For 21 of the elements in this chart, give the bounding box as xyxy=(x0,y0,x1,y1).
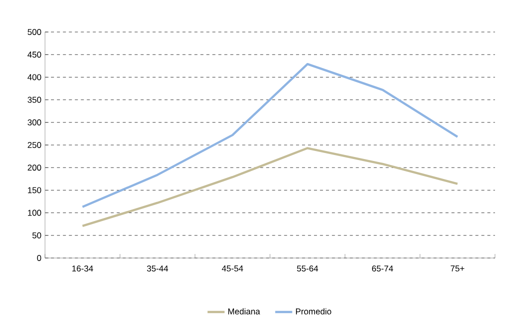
y-tick-label: 150 xyxy=(28,187,42,194)
y-tick-label: 500 xyxy=(28,29,42,35)
line-series xyxy=(81,63,459,208)
x-tick-label: 55-64 xyxy=(297,266,318,272)
x-tick-label: 75+ xyxy=(450,266,464,272)
legend-label: Promedio xyxy=(296,308,332,314)
y-tick-label: 250 xyxy=(28,142,42,148)
y-tick-label: 100 xyxy=(28,210,42,216)
y-tick-label: 0 xyxy=(37,255,42,261)
y-tick-label: 50 xyxy=(32,232,42,238)
line-series xyxy=(81,147,459,227)
x-tick-label: 16-34 xyxy=(72,266,94,272)
y-tick-label: 350 xyxy=(28,96,42,103)
legend-label: Mediana xyxy=(228,308,260,314)
y-tick-label: 450 xyxy=(28,52,42,58)
x-tick-label: 35-44 xyxy=(147,266,168,272)
y-tick-label: 300 xyxy=(28,119,42,126)
y-tick-label: 400 xyxy=(28,74,42,80)
x-tick-label: 65-74 xyxy=(372,266,394,272)
x-tick-label: 45-54 xyxy=(222,266,244,272)
y-tick-label: 200 xyxy=(28,164,42,171)
